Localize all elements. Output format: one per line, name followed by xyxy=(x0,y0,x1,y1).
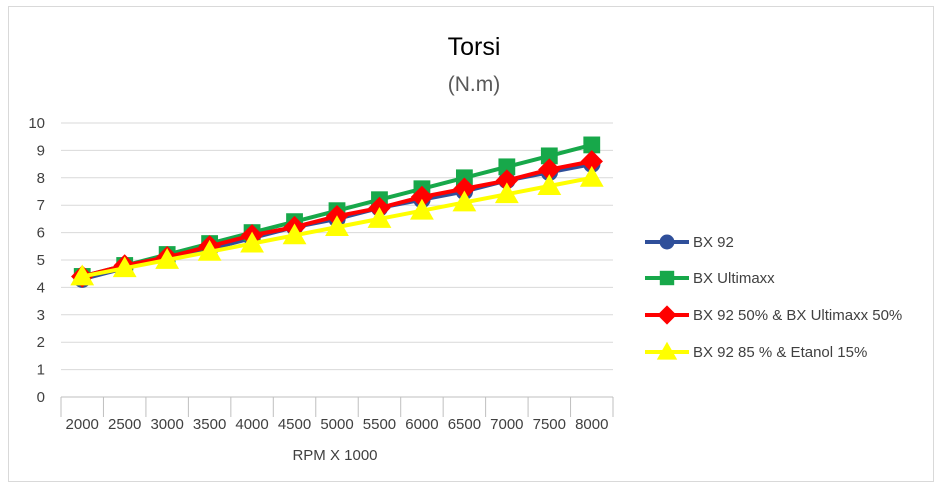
data-point xyxy=(538,158,561,181)
x-tick-label: 4500 xyxy=(278,416,311,433)
series-3 xyxy=(70,165,604,286)
data-point xyxy=(540,147,558,165)
data-point xyxy=(112,256,137,278)
data-point xyxy=(282,223,307,245)
legend-label: BX Ultimaxx xyxy=(693,270,775,287)
data-point xyxy=(580,150,603,173)
x-tick-label: 3500 xyxy=(193,416,226,433)
y-tick-label: 1 xyxy=(37,362,45,379)
legend-label: BX 92 xyxy=(693,234,734,251)
legend: BX 92 BX Ultimaxx BX 92 50% & BX Ultimaxx … xyxy=(645,234,902,361)
data-point xyxy=(452,190,477,212)
y-tick-label: 7 xyxy=(37,197,45,214)
x-tick-label: 7500 xyxy=(533,416,566,433)
data-point xyxy=(240,231,264,253)
x-tick-label: 4000 xyxy=(235,416,268,433)
axes xyxy=(60,396,614,417)
data-point xyxy=(537,174,562,195)
legend-label: BX 92 50% & BX Ultimaxx 50% xyxy=(693,307,902,324)
x-tick-labels: 2000 2500 3000 3500 4000 4500 5000 5500 6000 6500… xyxy=(66,416,609,433)
legend-marker xyxy=(659,270,675,286)
x-tick-label: 5000 xyxy=(320,416,353,433)
data-point xyxy=(325,215,349,237)
legend-entry: BX 92 xyxy=(645,234,734,251)
x-tick-label: 8000 xyxy=(575,416,608,433)
x-tick-label: 6500 xyxy=(448,416,481,433)
x-tick-label: 2500 xyxy=(108,416,141,433)
legend-marker xyxy=(656,341,678,360)
legend-marker xyxy=(657,305,677,325)
x-tick-label: 3000 xyxy=(150,416,183,433)
data-point xyxy=(70,264,95,286)
chart-subtitle: (N.m) xyxy=(448,73,500,96)
y-tick-label: 10 xyxy=(28,115,45,132)
legend-entry: BX 92 50% & BX Ultimaxx 50% xyxy=(645,305,902,325)
data-point xyxy=(410,198,434,220)
legend-marker xyxy=(659,234,675,250)
legend-entry: BX 92 85 % & Etanol 15% xyxy=(645,341,867,361)
data-point xyxy=(498,158,516,176)
x-tick-label: 2000 xyxy=(66,416,99,433)
data-point xyxy=(367,207,392,228)
x-tick-label: 7000 xyxy=(490,416,523,433)
data-point xyxy=(579,165,604,187)
torque-line-chart: Torsi (N.m) 0 1 2 3 4 5 6 7 8 9 10 2000 2500 3000 350… xyxy=(28,33,902,464)
legend-label: BX 92 85 % & Etanol 15% xyxy=(693,344,867,361)
series-layer xyxy=(70,136,604,288)
data-point xyxy=(453,177,476,200)
y-tick-label: 9 xyxy=(37,142,45,159)
y-tick-label: 8 xyxy=(37,170,45,187)
data-point xyxy=(155,248,180,269)
data-point xyxy=(197,239,222,261)
y-tick-label: 0 xyxy=(37,389,45,406)
y-tick-label: 2 xyxy=(37,334,45,351)
data-point xyxy=(410,185,434,209)
x-axis-label: RPM X 1000 xyxy=(292,447,377,464)
chart-title: Torsi xyxy=(448,33,501,61)
y-tick-label: 5 xyxy=(37,252,45,269)
y-tick-label: 3 xyxy=(37,307,45,324)
y-tick-labels: 0 1 2 3 4 5 6 7 8 9 10 xyxy=(28,115,45,406)
data-point xyxy=(583,136,601,154)
legend-entry: BX Ultimaxx xyxy=(645,270,775,287)
y-tick-label: 6 xyxy=(37,225,45,242)
data-point xyxy=(494,182,519,204)
x-tick-label: 5500 xyxy=(363,416,396,433)
chart-frame: Torsi (N.m) 0 1 2 3 4 5 6 7 8 9 10 2000 2500 3000 350… xyxy=(8,6,934,482)
y-tick-label: 4 xyxy=(37,279,45,296)
x-tick-label: 6000 xyxy=(405,416,438,433)
